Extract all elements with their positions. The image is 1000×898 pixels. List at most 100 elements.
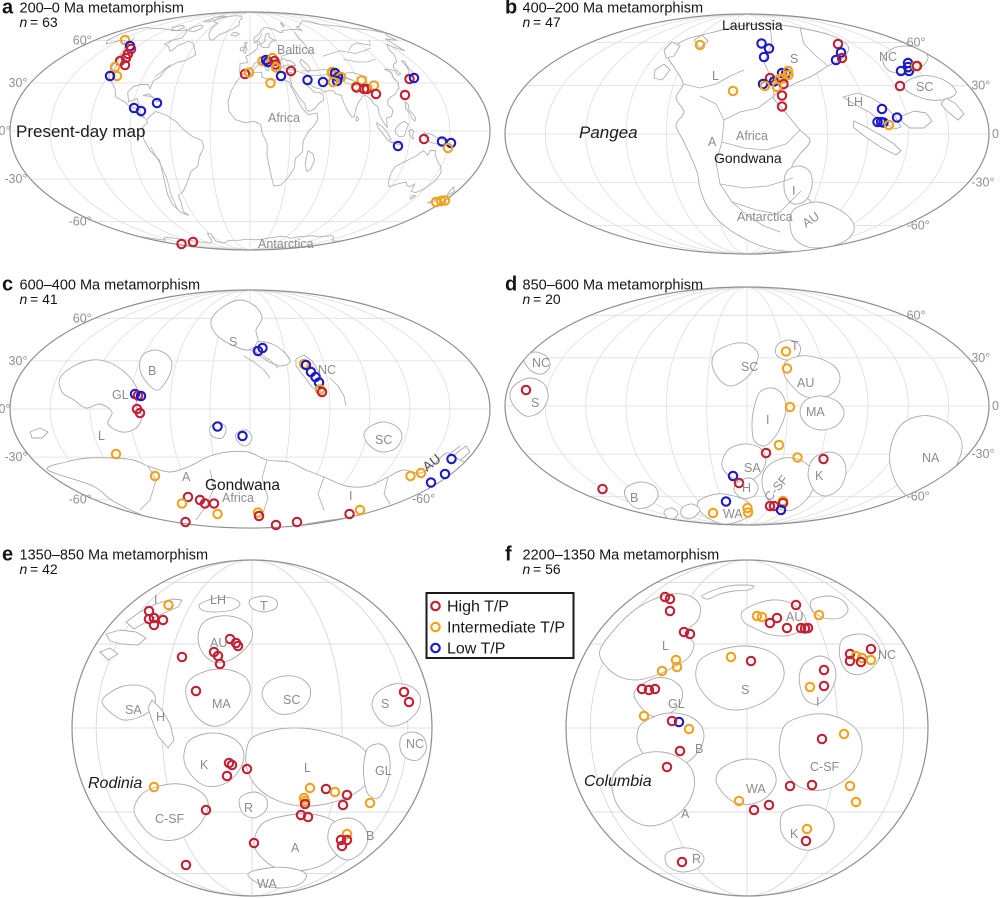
svg-text:R: R	[244, 801, 253, 815]
svg-text:Antarctica: Antarctica	[737, 210, 793, 224]
svg-text:850–600 Ma metamorphism: 850–600 Ma metamorphism	[523, 278, 704, 294]
svg-text:SA: SA	[744, 461, 761, 475]
svg-text:n: n	[523, 291, 531, 307]
svg-text:SA: SA	[125, 703, 142, 717]
svg-text:GL: GL	[668, 697, 685, 711]
svg-text:NA: NA	[922, 451, 940, 465]
svg-text:30°: 30°	[971, 351, 990, 365]
svg-text:R: R	[692, 852, 701, 866]
svg-text:GL: GL	[112, 388, 129, 402]
svg-text:L: L	[98, 429, 105, 443]
svg-text:A: A	[681, 807, 690, 821]
svg-text:60°: 60°	[907, 308, 926, 322]
svg-text:-60°: -60°	[69, 493, 92, 507]
svg-text:600–400 Ma metamorphism: 600–400 Ma metamorphism	[20, 278, 201, 294]
svg-text:60°: 60°	[907, 36, 926, 50]
svg-text:f: f	[505, 544, 512, 566]
svg-text:-30°: -30°	[4, 172, 27, 186]
svg-text:Laurussia: Laurussia	[722, 17, 783, 33]
svg-text:C-SF: C-SF	[155, 812, 185, 826]
svg-text:A: A	[182, 470, 191, 484]
svg-text:S: S	[229, 335, 237, 349]
svg-text:0°: 0°	[992, 127, 1000, 141]
svg-text:K: K	[200, 758, 209, 772]
svg-text:30°: 30°	[971, 79, 990, 93]
svg-text:Baltica: Baltica	[277, 43, 315, 57]
svg-text:-60°: -60°	[907, 218, 930, 232]
svg-text:0°: 0°	[992, 399, 1000, 413]
svg-text:Rodinia: Rodinia	[88, 775, 142, 792]
svg-text:60°: 60°	[73, 33, 92, 47]
svg-text:-30°: -30°	[971, 175, 994, 189]
svg-text:-30°: -30°	[971, 447, 994, 461]
svg-text:n: n	[523, 14, 531, 30]
svg-text:B: B	[695, 742, 703, 756]
svg-text:I: I	[349, 489, 352, 503]
svg-text:n: n	[20, 14, 28, 30]
svg-text:n: n	[523, 561, 531, 577]
svg-text:b: b	[505, 0, 517, 19]
svg-text:L: L	[712, 69, 719, 83]
svg-text:S: S	[741, 683, 749, 697]
svg-text:AU: AU	[210, 636, 227, 650]
svg-text:S: S	[531, 396, 539, 410]
svg-text:a: a	[2, 0, 14, 19]
svg-text:SC: SC	[375, 433, 392, 447]
svg-text:400–200 Ma metamorphism: 400–200 Ma metamorphism	[523, 1, 704, 17]
svg-text:L: L	[304, 761, 311, 775]
svg-text:A: A	[708, 135, 717, 149]
svg-text:200–0 Ma metamorphism: 200–0 Ma metamorphism	[20, 1, 184, 17]
svg-text:= 41: = 41	[30, 291, 58, 307]
svg-text:I: I	[766, 413, 769, 427]
svg-text:-30°: -30°	[4, 450, 27, 464]
svg-text:= 47: = 47	[533, 14, 561, 30]
svg-text:H: H	[742, 481, 751, 495]
svg-text:I: I	[154, 593, 157, 607]
svg-text:Low T/P: Low T/P	[447, 641, 505, 658]
svg-text:I: I	[816, 695, 819, 709]
svg-text:S: S	[381, 697, 389, 711]
svg-text:NC: NC	[406, 737, 424, 751]
svg-text:Pangea: Pangea	[579, 123, 638, 142]
svg-text:Intermediate T/P: Intermediate T/P	[447, 620, 565, 637]
svg-text:30°: 30°	[9, 354, 28, 368]
svg-text:-60°: -60°	[412, 492, 435, 506]
svg-text:B: B	[630, 491, 638, 505]
svg-text:WA: WA	[723, 507, 743, 521]
svg-text:MA: MA	[806, 405, 825, 419]
svg-text:Africa: Africa	[736, 129, 768, 143]
svg-text:WA: WA	[257, 877, 277, 891]
svg-text:LH: LH	[847, 95, 863, 109]
svg-text:C-SF: C-SF	[810, 760, 840, 774]
svg-text:B: B	[366, 829, 374, 843]
svg-text:Gondwana: Gondwana	[205, 477, 280, 494]
svg-text:NC: NC	[879, 50, 897, 64]
svg-text:c: c	[2, 274, 13, 296]
svg-text:Present-day map: Present-day map	[16, 122, 145, 141]
svg-text:B: B	[148, 364, 156, 378]
svg-text:= 63: = 63	[30, 14, 58, 30]
svg-text:NC: NC	[318, 363, 336, 377]
svg-text:1350–850 Ma metamorphism: 1350–850 Ma metamorphism	[20, 548, 209, 564]
svg-text:SC: SC	[916, 80, 933, 94]
svg-text:K: K	[815, 469, 824, 483]
svg-text:n: n	[20, 561, 28, 577]
svg-text:I: I	[792, 184, 795, 198]
svg-text:NC: NC	[878, 648, 896, 662]
svg-text:K: K	[790, 827, 799, 841]
svg-text:0°: 0°	[0, 402, 11, 416]
svg-text:Africa: Africa	[268, 111, 300, 125]
svg-text:MA: MA	[212, 697, 231, 711]
svg-text:Gondwana: Gondwana	[714, 150, 782, 166]
svg-text:= 42: = 42	[30, 561, 58, 577]
svg-text:0°: 0°	[0, 124, 11, 138]
svg-text:-60°: -60°	[907, 490, 930, 504]
svg-text:Antarctica: Antarctica	[258, 237, 314, 251]
svg-text:S: S	[790, 52, 798, 66]
svg-text:Columbia: Columbia	[584, 773, 652, 790]
svg-text:= 20: = 20	[533, 291, 561, 307]
svg-text:2200–1350 Ma metamorphism: 2200–1350 Ma metamorphism	[523, 548, 720, 564]
svg-text:WA: WA	[746, 782, 766, 796]
svg-text:d: d	[505, 274, 517, 296]
svg-text:60°: 60°	[73, 311, 92, 325]
